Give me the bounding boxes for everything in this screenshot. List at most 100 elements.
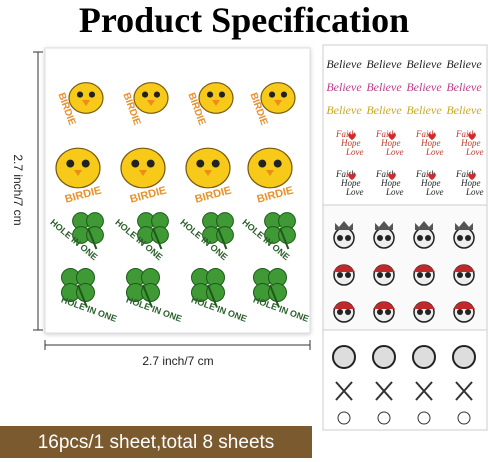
sticker-text: Faith <box>335 129 356 139</box>
sticker-text: Love <box>345 187 364 197</box>
dimension-lines <box>33 51 311 350</box>
clover-stem <box>87 227 98 250</box>
sticker-text: Hope <box>340 178 361 188</box>
sticker-text: Believe <box>366 80 402 94</box>
sticker-text: Love <box>465 147 484 157</box>
chick-beak <box>274 100 282 106</box>
bandana <box>333 264 355 272</box>
skull-eye <box>337 272 343 278</box>
golf-club <box>455 381 473 401</box>
crown <box>455 221 473 230</box>
skull-eye <box>425 235 431 241</box>
chick-beak <box>266 170 274 176</box>
sticker-text: Believe <box>446 80 482 94</box>
chick-body <box>120 147 166 189</box>
bandana <box>373 301 395 309</box>
golf-ball <box>337 411 351 425</box>
height-label: 2.7 inch/7 cm <box>11 154 25 225</box>
sticker-text: Faith <box>415 129 436 139</box>
skull-eye <box>385 309 391 315</box>
heart <box>348 173 356 180</box>
chick-body <box>133 82 169 114</box>
skull-eye <box>377 272 383 278</box>
chick-eye <box>66 159 75 168</box>
banner-text: 16pcs/1 sheet,total 8 sheets <box>38 432 275 453</box>
clover-stem <box>207 284 218 308</box>
skull-eye <box>417 309 423 315</box>
sticker-text: Love <box>385 187 404 197</box>
sticker-text: Believe <box>366 103 402 117</box>
clover-stem <box>142 284 153 308</box>
sticker-text: Love <box>345 147 364 157</box>
tiger <box>332 345 356 369</box>
skull-eye <box>425 309 431 315</box>
sticker-text: Believe <box>406 57 442 71</box>
chick-eye <box>141 91 149 98</box>
sticker-text: Love <box>425 147 444 157</box>
clover-stem <box>77 284 88 308</box>
chick-body <box>260 82 296 114</box>
skull-eye <box>457 309 463 315</box>
sticker-text: Believe <box>326 80 362 94</box>
golf-ball <box>377 411 391 425</box>
skull-eye <box>385 235 391 241</box>
sticker-text: Believe <box>326 103 362 117</box>
sticker-text: Hope <box>380 138 401 148</box>
chick-eye <box>196 159 205 168</box>
sticker-text: Faith <box>415 169 436 179</box>
sticker-text: Believe <box>446 103 482 117</box>
crown <box>415 221 433 230</box>
sticker-text: Faith <box>455 129 476 139</box>
width-label: 2.7 inch/7 cm <box>142 354 213 368</box>
chick-beak <box>212 100 220 106</box>
sticker-text: Hope <box>420 138 441 148</box>
skull-eye <box>345 235 351 241</box>
sticker-text: Hope <box>380 178 401 188</box>
bandana <box>453 301 475 309</box>
sticker-text: Faith <box>335 169 356 179</box>
crown <box>375 221 393 230</box>
bandana <box>413 264 435 272</box>
sticker-text: Believe <box>406 103 442 117</box>
tiger <box>452 345 476 369</box>
sticker-text: Hope <box>420 178 441 188</box>
sticker-text: Love <box>385 147 404 157</box>
skull-eye <box>457 272 463 278</box>
sticker-text: Love <box>465 187 484 197</box>
bandana <box>373 264 395 272</box>
chick-body <box>55 147 101 189</box>
skull-eye <box>417 235 423 241</box>
skull-eye <box>465 235 471 241</box>
chick-eye <box>268 91 276 98</box>
tiger <box>372 345 396 369</box>
chick-body <box>185 147 231 189</box>
chick-beak <box>139 170 147 176</box>
heart <box>388 133 396 140</box>
chick-beak <box>147 100 155 106</box>
skull-eye <box>385 272 391 278</box>
chick-beak <box>82 100 90 106</box>
skull-eye <box>345 272 351 278</box>
golf-club <box>335 381 353 401</box>
bandana <box>453 264 475 272</box>
chick-body <box>198 82 234 114</box>
golf-club <box>375 381 393 401</box>
crown <box>335 221 353 230</box>
sticker-text: Faith <box>375 129 396 139</box>
chick-eye <box>88 91 96 98</box>
chick-eye <box>146 159 155 168</box>
golf-ball <box>457 411 471 425</box>
skull-eye <box>425 272 431 278</box>
clover-stem <box>279 227 290 250</box>
chick-eye <box>258 159 267 168</box>
sticker-text: Faith <box>455 169 476 179</box>
chick-eye <box>153 91 161 98</box>
bandana <box>333 301 355 309</box>
skull-eye <box>345 309 351 315</box>
sticker-text: Hope <box>460 178 481 188</box>
chick-beak <box>74 170 82 176</box>
heart <box>468 133 476 140</box>
skull-eye <box>337 309 343 315</box>
chick-body <box>247 147 293 189</box>
